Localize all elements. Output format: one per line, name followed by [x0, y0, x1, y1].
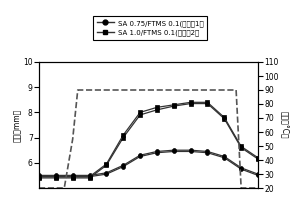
Y-axis label: 温度（°C）: 温度（°C） [280, 111, 289, 139]
Y-axis label: 厚度（mm）: 厚度（mm） [13, 108, 22, 142]
Legend: SA 0.75/FTMS 0.1(实施例1）, SA 1.0/FTMS 0.1(实施例2）: SA 0.75/FTMS 0.1(实施例1）, SA 1.0/FTMS 0.1(… [93, 16, 207, 40]
